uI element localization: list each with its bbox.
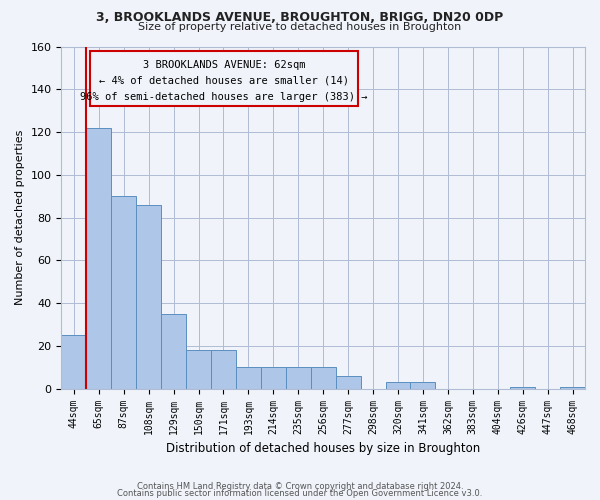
FancyBboxPatch shape <box>90 51 358 106</box>
Text: 3, BROOKLANDS AVENUE, BROUGHTON, BRIGG, DN20 0DP: 3, BROOKLANDS AVENUE, BROUGHTON, BRIGG, … <box>97 11 503 24</box>
Bar <box>286 368 311 388</box>
Bar <box>236 368 261 388</box>
Bar <box>211 350 236 389</box>
Bar <box>311 368 335 388</box>
Bar <box>261 368 286 388</box>
Text: 96% of semi-detached houses are larger (383) →: 96% of semi-detached houses are larger (… <box>80 92 368 102</box>
X-axis label: Distribution of detached houses by size in Broughton: Distribution of detached houses by size … <box>166 442 481 455</box>
Text: Size of property relative to detached houses in Broughton: Size of property relative to detached ho… <box>139 22 461 32</box>
Bar <box>510 386 535 388</box>
Bar <box>410 382 436 388</box>
Bar <box>386 382 410 388</box>
Text: 3 BROOKLANDS AVENUE: 62sqm: 3 BROOKLANDS AVENUE: 62sqm <box>143 60 305 70</box>
Bar <box>61 335 86 388</box>
Bar <box>335 376 361 388</box>
Bar <box>560 386 585 388</box>
Bar <box>86 128 111 388</box>
Text: ← 4% of detached houses are smaller (14): ← 4% of detached houses are smaller (14) <box>99 76 349 86</box>
Bar <box>161 314 186 388</box>
Bar <box>111 196 136 388</box>
Text: Contains public sector information licensed under the Open Government Licence v3: Contains public sector information licen… <box>118 488 482 498</box>
Y-axis label: Number of detached properties: Number of detached properties <box>15 130 25 306</box>
Bar <box>136 205 161 388</box>
Text: Contains HM Land Registry data © Crown copyright and database right 2024.: Contains HM Land Registry data © Crown c… <box>137 482 463 491</box>
Bar <box>186 350 211 389</box>
